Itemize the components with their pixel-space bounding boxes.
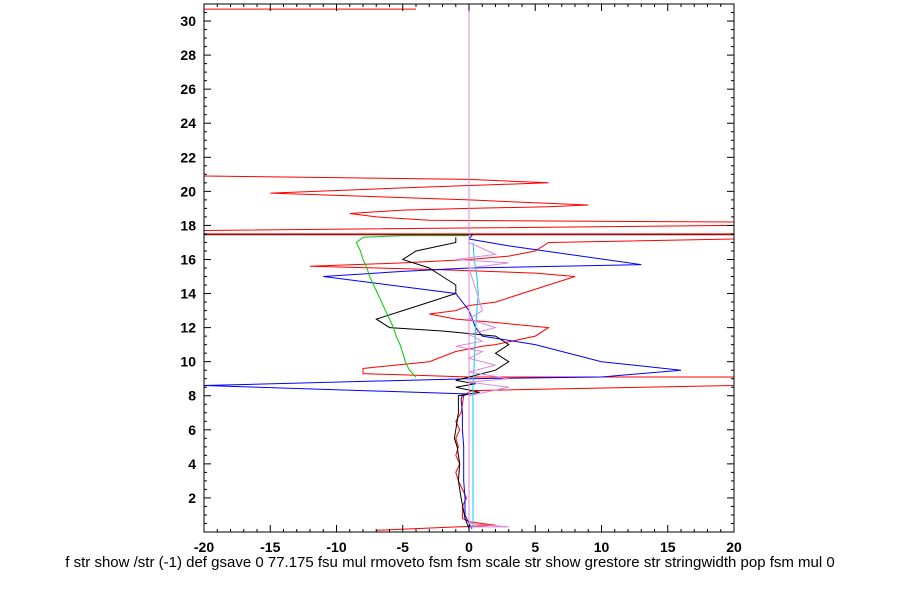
x-axis-label: f str show /str (-1) def gsave 0 77.175 … — [65, 554, 834, 571]
y-tick-label: 22 — [180, 149, 196, 165]
x-tick-label: -20 — [194, 539, 214, 555]
y-tick-label: 30 — [180, 13, 196, 29]
x-tick-label: 5 — [531, 539, 539, 555]
y-tick-label: 26 — [180, 81, 196, 97]
series-line-7 — [468, 9, 509, 528]
x-tick-label: 20 — [726, 539, 742, 555]
x-tick-label: 10 — [594, 539, 610, 555]
series-layer — [204, 8, 734, 531]
y-tick-label: 2 — [188, 490, 196, 506]
series-line-4 — [375, 237, 510, 529]
y-tick-label: 14 — [180, 286, 196, 302]
tick-layer: -20 -15 -10 -5 0 5 10 15 20246810121416182022242… — [180, 4, 742, 555]
y-tick-label: 24 — [180, 115, 196, 131]
y-tick-label: 6 — [188, 422, 196, 438]
series-line-1 — [204, 175, 734, 531]
y-tick-label: 8 — [188, 388, 196, 404]
x-tick-label: -10 — [326, 539, 346, 555]
y-tick-label: 28 — [180, 47, 196, 63]
series-line-5 — [355, 235, 469, 378]
series-line-6 — [472, 242, 479, 529]
series-line-3 — [204, 233, 682, 529]
x-tick-label: 15 — [660, 539, 676, 555]
y-tick-label: 12 — [180, 320, 196, 336]
y-tick-label: 18 — [180, 217, 196, 233]
x-tick-label: -15 — [260, 539, 280, 555]
series-line-8 — [455, 242, 509, 397]
y-tick-label: 16 — [180, 251, 196, 267]
y-tick-label: 10 — [180, 354, 196, 370]
y-tick-label: 4 — [188, 456, 196, 472]
x-tick-label: 0 — [465, 539, 473, 555]
y-tick-label: 20 — [180, 183, 196, 199]
x-tick-label: -5 — [397, 539, 410, 555]
